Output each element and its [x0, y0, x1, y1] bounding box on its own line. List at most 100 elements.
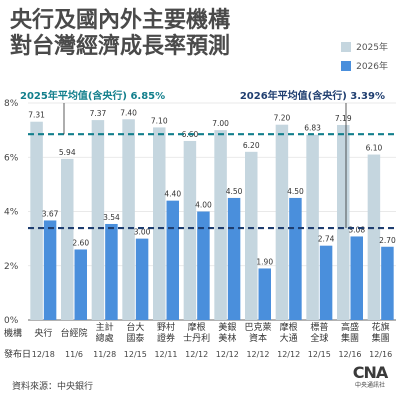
- legend-label-2026: 2026年: [356, 62, 388, 72]
- bar-2025: [30, 121, 43, 320]
- data-label-2025: 6.83: [304, 124, 321, 133]
- bar-2026: [105, 223, 118, 320]
- data-label-2026: 2.74: [318, 235, 335, 244]
- release-date-label: 12/12: [277, 350, 300, 359]
- release-date-label: 12/15: [308, 350, 331, 359]
- x-tick-label: 央行: [34, 327, 52, 339]
- legend: 2025年 2026年: [341, 40, 388, 78]
- avg-2026-label: 2026年平均值(含央行) 3.39%: [240, 89, 385, 102]
- y-tick-label: 0%: [4, 316, 19, 326]
- data-label-2026: 4.50: [287, 187, 304, 196]
- legend-item-2026: 2026年: [341, 59, 388, 72]
- data-label-2026: 4.40: [164, 190, 181, 199]
- bar-2026: [350, 236, 363, 320]
- data-label-2026: 4.50: [226, 187, 243, 196]
- legend-item-2025: 2025年: [341, 40, 388, 53]
- data-label-2025: 7.00: [212, 119, 229, 128]
- bar-2025: [214, 130, 227, 320]
- x-tick-label: 巴克萊: [244, 322, 271, 333]
- release-date-label: 11/28: [93, 350, 116, 359]
- bar-2026: [289, 197, 302, 320]
- release-date-label: 11/6: [65, 350, 83, 359]
- title-line-1: 央行及國內外主要機構: [10, 8, 231, 33]
- release-date-label: 12/18: [32, 350, 55, 359]
- avg-2025-label: 2025年平均值(含央行) 6.85%: [20, 89, 165, 102]
- x-tick-label: 資本: [249, 332, 267, 344]
- data-label-2026: 3.67: [42, 209, 59, 218]
- x-tick-label: 主計: [96, 321, 114, 333]
- x-tick-label: 高盛: [341, 321, 359, 333]
- bar-2026: [319, 245, 333, 320]
- bar-2025: [275, 124, 289, 320]
- release-date-label: 12/12: [216, 350, 239, 359]
- y-tick-label: 2%: [4, 262, 19, 272]
- release-date-label: 12/15: [124, 350, 147, 359]
- bar-2025: [245, 151, 258, 320]
- data-label-2026: 2.60: [72, 238, 89, 247]
- cna-logo: CNA 中央通訊社: [350, 364, 390, 390]
- bar-2026: [381, 246, 394, 320]
- x-tick-label: 美銀: [218, 321, 236, 333]
- bar-2025: [183, 140, 197, 320]
- bar-2025: [367, 154, 381, 320]
- y-tick-label: 8%: [4, 99, 19, 109]
- chart-title: 央行及國內外主要機構 對台灣經濟成長率預測: [10, 8, 230, 60]
- x-tick-label: 集團: [341, 332, 359, 344]
- data-label-2025: 7.10: [151, 116, 168, 125]
- data-label-2026: 3.54: [103, 213, 120, 222]
- bar-2026: [135, 238, 149, 320]
- x-tick-label: 花旗: [372, 321, 390, 333]
- release-date-label: 12/16: [369, 350, 392, 359]
- legend-swatch-2025: [341, 41, 352, 52]
- bar-2025: [153, 127, 166, 320]
- title-line-2: 對台灣經濟成長率預測: [10, 34, 231, 59]
- data-label-2025: 7.40: [120, 108, 137, 117]
- x-tick-label: 台經院: [60, 327, 87, 339]
- data-label-2025: 7.20: [274, 114, 291, 123]
- source-note: 資料來源：中央銀行: [12, 382, 94, 392]
- data-label-2025: 5.94: [59, 148, 76, 157]
- release-date-label: 12/12: [246, 350, 269, 359]
- data-label-2026: 1.90: [256, 257, 273, 266]
- data-label-2026: 2.70: [379, 236, 396, 245]
- row-header-date: 發布日: [4, 348, 31, 360]
- bar-2026: [74, 249, 87, 320]
- bar-2025: [61, 158, 74, 320]
- x-tick-label: 摩根: [188, 321, 206, 333]
- row-header-institution: 機構: [4, 327, 22, 339]
- bar-2025: [91, 120, 105, 321]
- bar-2026: [166, 200, 179, 320]
- data-label-2025: 6.20: [243, 141, 260, 150]
- x-tick-label: 士丹利: [183, 332, 210, 344]
- data-label-2026: 4.00: [195, 201, 212, 210]
- x-tick-label: 大通: [280, 332, 298, 344]
- x-tick-label: 摩根: [280, 321, 298, 333]
- data-label-2025: 7.37: [90, 109, 107, 118]
- bar-2026: [43, 220, 57, 320]
- bar-2026: [227, 197, 241, 320]
- data-label-2025: 7.19: [335, 114, 352, 123]
- logo-name: 中央通訊社: [354, 382, 385, 389]
- release-date-label: 12/12: [185, 350, 208, 359]
- logo-mark: CNA: [352, 363, 389, 382]
- y-tick-label: 6%: [4, 153, 19, 163]
- release-date-label: 12/16: [338, 350, 361, 359]
- x-tick-label: 標普: [310, 321, 328, 333]
- x-tick-label: 美林: [218, 332, 236, 344]
- bar-2026: [258, 268, 271, 320]
- x-tick-label: 台大: [126, 321, 144, 333]
- legend-label-2025: 2025年: [356, 43, 388, 53]
- y-tick-label: 4%: [4, 208, 19, 218]
- release-date-label: 12/11: [154, 350, 177, 359]
- bar-2025: [337, 124, 350, 320]
- x-tick-label: 野村: [157, 321, 175, 333]
- x-tick-label: 總處: [96, 332, 114, 344]
- bar-2025: [122, 119, 135, 321]
- x-tick-label: 國泰: [126, 332, 144, 344]
- data-label-2025: 7.31: [28, 111, 45, 120]
- data-label-2025: 6.10: [366, 144, 383, 153]
- data-label-2026: 3.08: [348, 225, 365, 234]
- x-tick-label: 集團: [372, 332, 390, 344]
- legend-swatch-2026: [341, 60, 352, 71]
